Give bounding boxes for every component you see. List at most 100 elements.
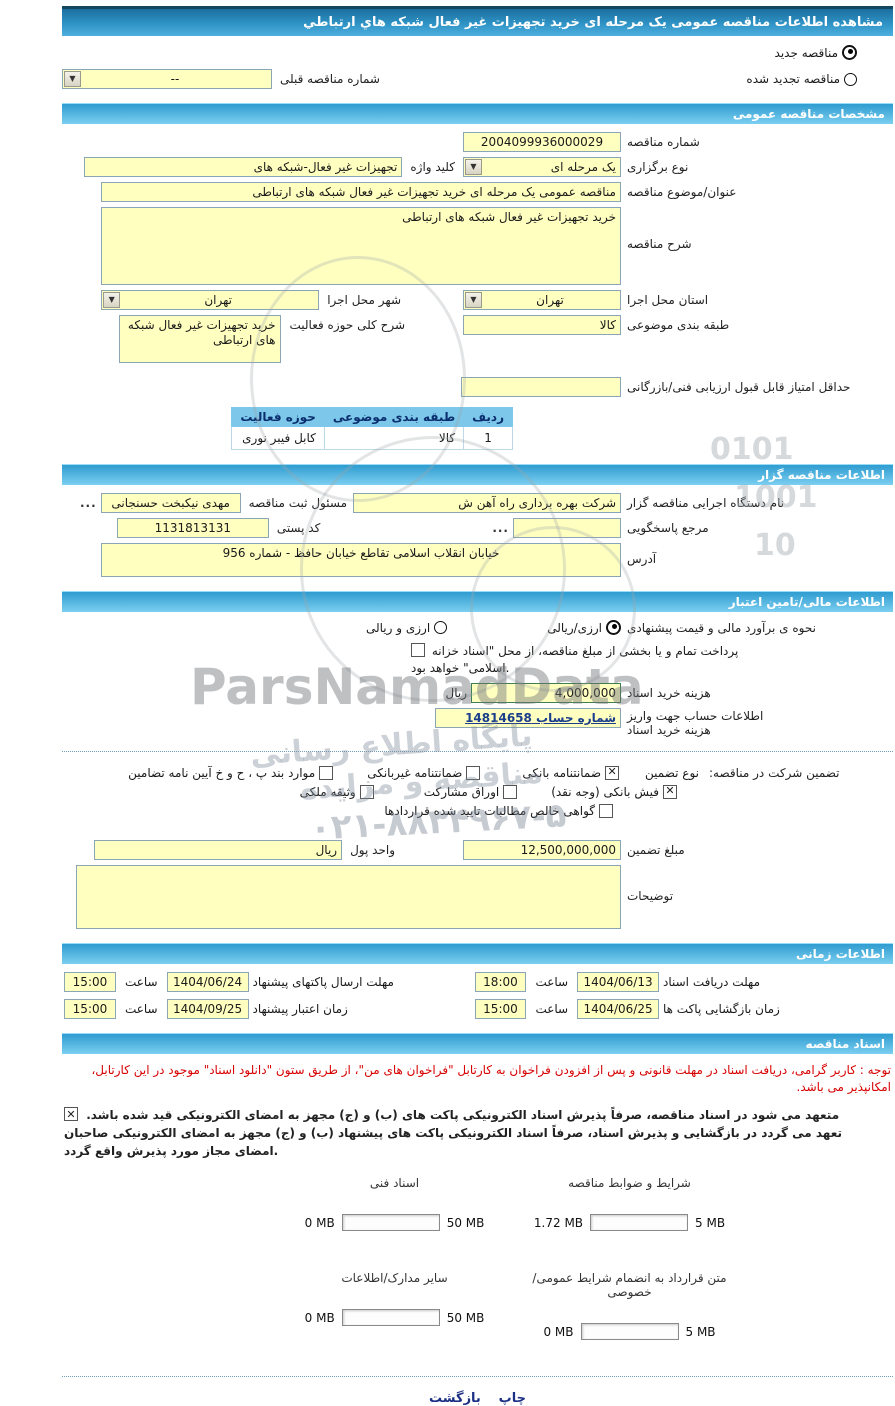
new-tender-radio[interactable] <box>842 45 857 60</box>
tender-description-textarea[interactable]: خرید تجهیزات غیر فعال شبکه های ارتباطی <box>101 207 621 285</box>
document-fee-field[interactable]: 4,000,000 <box>471 683 621 703</box>
subject-category-field[interactable]: کالا <box>463 315 621 335</box>
e-signature-commitment-text: متعهد می شود در اسناد مناقصه، صرفاً پذیر… <box>64 1108 843 1158</box>
min-score-field[interactable] <box>461 377 621 397</box>
contact-reference-field[interactable] <box>513 518 621 538</box>
submit-deadline-date-field[interactable]: 1404/06/24 <box>166 972 249 992</box>
agency-name-label: نام دستگاه اجرایی مناقصه گزار <box>627 496 785 510</box>
bank-guarantee-label: ضمانتنامه بانکی <box>522 766 602 780</box>
validity-time-field[interactable]: 15:00 <box>64 999 116 1019</box>
renewed-tender-radio[interactable] <box>844 72 857 86</box>
keyword-label: کلید واژه <box>410 160 455 174</box>
bank-guarantee-checkbox[interactable] <box>605 765 620 780</box>
activity-scope-textarea[interactable]: خرید تجهیزات غیر فعال شبکه های ارتباطی <box>118 315 281 363</box>
keyword-field[interactable]: تجهیزات غیر فعال-شبکه های <box>84 157 403 177</box>
submit-deadline-time-field[interactable]: 15:00 <box>64 972 116 992</box>
new-tender-label: مناقصه جدید <box>774 45 838 60</box>
participation-bonds-label: اوراق مشارکت <box>423 785 500 799</box>
province-value: تهران <box>536 293 564 307</box>
nonbank-guarantee-checkbox[interactable] <box>466 766 481 780</box>
upload-contract-current-size: 0 MB <box>543 1324 574 1339</box>
tender-new-row: مناقصه جدید <box>62 45 857 60</box>
doc-deadline-time-field[interactable]: 18:00 <box>474 972 527 992</box>
chevron-down-icon[interactable]: ▼ <box>465 159 482 175</box>
print-link[interactable]: چاپ <box>498 1391 526 1406</box>
registrar-lookup-button[interactable]: ... <box>79 496 97 510</box>
real-estate-label: وثیقه ملکی <box>299 785 356 799</box>
bank-deposit-checkbox[interactable] <box>663 784 677 799</box>
doc-deadline-date-field[interactable]: 1404/06/13 <box>577 972 659 992</box>
download-note: توجه : کاربر گرامی، دریافت اسناد در مهلت… <box>91 1063 891 1094</box>
approved-claims-checkbox[interactable] <box>599 804 613 818</box>
treasury-checkbox[interactable] <box>411 643 425 657</box>
upload-contract: متن قرارداد به انضمام شرایط عمومی/خصوصی … <box>512 1271 747 1340</box>
upload-contract-max-size: 5 MB <box>685 1324 716 1339</box>
holding-type-label: نوع برگزاری <box>627 160 689 174</box>
holding-type-select[interactable]: یک مرحله ای ▼ <box>463 157 621 177</box>
currency-and-rial-radio[interactable] <box>434 621 448 634</box>
guarantee-amount-label: مبلغ تضمین <box>627 843 685 857</box>
col-row-number: ردیف <box>463 407 513 427</box>
tender-subject-label: عنوان/موضوع مناقصه <box>627 185 737 199</box>
tender-subject-field[interactable]: مناقصه عمومی یک مرحله ای خرید تجهیزات غی… <box>101 182 621 202</box>
min-score-label: حداقل امتیاز قابل قبول ارزیابی فنی/بازرگ… <box>627 380 851 394</box>
agency-name-field[interactable]: شرکت بهره برداری راه آهن ش <box>353 493 621 513</box>
address-textarea[interactable]: خیابان انقلاب اسلامی تقاطع خیابان حافظ -… <box>101 543 621 577</box>
hour-label: ساعت <box>124 1002 158 1016</box>
province-select[interactable]: تهران ▼ <box>463 290 621 310</box>
fee-account-link[interactable]: شماره حساب 14814658 <box>465 711 616 725</box>
chevron-down-icon[interactable]: ▼ <box>64 71 81 87</box>
upload-terms-progress-bar <box>590 1214 689 1231</box>
rial-radio[interactable] <box>606 620 621 635</box>
city-select[interactable]: تهران ▼ <box>101 290 320 310</box>
nonbank-guarantee-label: ضمانتنامه غیربانکی <box>367 766 463 780</box>
renewed-tender-label: مناقصه تجدید شده <box>746 72 840 86</box>
guarantee-type-label: نوع تضمین <box>645 766 699 780</box>
chevron-down-icon[interactable]: ▼ <box>103 292 121 308</box>
opening-time-field[interactable]: 15:00 <box>474 999 527 1019</box>
upload-other-max-size: 50 MB <box>446 1310 485 1325</box>
hour-label: ساعت <box>535 975 569 989</box>
contact-lookup-button[interactable]: ... <box>492 521 509 535</box>
postal-code-label: کد پستی <box>276 521 321 535</box>
back-link[interactable]: بازگشت <box>429 1391 481 1406</box>
timing-row-1: مهلت دریافت اسناد 1404/06/13 ساعت 18:00 … <box>62 972 893 992</box>
upload-terms-current-size: 1.72 MB <box>533 1215 584 1230</box>
regulation-items-checkbox[interactable] <box>319 766 334 780</box>
fee-account-link-field[interactable]: شماره حساب 14814658 <box>435 708 621 728</box>
real-estate-checkbox[interactable] <box>359 785 374 799</box>
validity-date-field[interactable]: 1404/09/25 <box>166 999 249 1019</box>
timing-row-2: زمان بازگشایی پاکت ها 1404/06/25 ساعت 15… <box>62 999 893 1019</box>
chevron-down-icon[interactable]: ▼ <box>465 292 482 308</box>
registrar-field[interactable]: مهدی نیکبخت حسنجانی <box>100 493 241 513</box>
opening-date-field[interactable]: 1404/06/25 <box>577 999 659 1019</box>
notes-textarea[interactable] <box>76 865 621 929</box>
upload-other-current-size: 0 MB <box>304 1310 335 1325</box>
opening-time-label: زمان بازگشایی پاکت ها <box>663 1002 780 1016</box>
tender-number-field[interactable]: 2004099936000029 <box>463 132 621 152</box>
approved-claims-label: گواهی خالص مطالبات تایید شده قراردادها <box>384 804 595 818</box>
notes-label: توضیحات <box>627 889 674 903</box>
postal-code-field[interactable]: 1131813131 <box>116 518 269 538</box>
table-header-row: ردیف طبقه بندی موضوعی حوزه فعالیت <box>231 407 513 427</box>
upload-slots: شرایط و ضوابط مناقصه 1.72 MB 5 MB اسناد … <box>277 1176 747 1340</box>
currency-unit-field[interactable]: ریال <box>94 840 343 860</box>
hour-label: ساعت <box>124 975 158 989</box>
previous-tender-select[interactable]: -- ▼ <box>62 69 272 89</box>
document-fee-label: هزینه خرید اسناد <box>627 686 711 700</box>
tender-renewed-row: مناقصه تجدید شده شماره مناقصه قبلی -- ▼ <box>62 69 857 89</box>
e-signature-commitment-checkbox[interactable] <box>64 1106 78 1124</box>
guarantee-amount-field[interactable]: 12,500,000,000 <box>463 840 621 860</box>
participation-bonds-checkbox[interactable] <box>503 785 518 799</box>
previous-tender-label: شماره مناقصه قبلی <box>280 72 380 86</box>
treasury-text: پرداخت تمام و یا بخشی از مبلغ مناقصه، از… <box>411 644 739 675</box>
upload-terms-max-size: 5 MB <box>695 1215 726 1230</box>
contact-reference-label: مرجع پاسخگویی <box>627 521 709 535</box>
divider <box>62 1376 893 1377</box>
upload-technical-progress-bar <box>341 1214 440 1231</box>
previous-tender-group: شماره مناقصه قبلی -- ▼ <box>62 69 380 89</box>
estimate-method-label: نحوه ی برآورد مالی و قیمت پیشنهادی <box>627 620 816 635</box>
regulation-items-label: موارد بند پ ، ح و خ آیین نامه تضامین <box>128 766 316 780</box>
upload-other: سایر مدارک/اطلاعات 0 MB 50 MB <box>277 1271 512 1340</box>
treasury-payment-row: پرداخت تمام و یا بخشی از مبلغ مناقصه، از… <box>411 643 759 677</box>
